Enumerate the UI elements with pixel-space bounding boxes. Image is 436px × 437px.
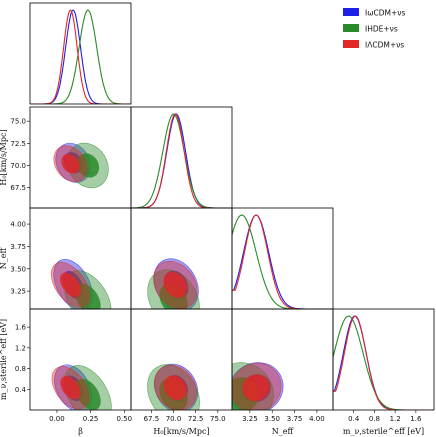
x-axis-label-H0: H₀[km/s/Mpc] [153,427,209,436]
x-tick-label: 75.0 [210,415,226,423]
marginal-curve-2 [232,214,333,309]
panel-Neff-msterile [232,362,284,410]
x-axis-label-Neff: N_eff [272,427,295,436]
x-tick-label: 0.25 [83,415,99,423]
contour-1sigma-2 [163,375,187,400]
panel-beta-H0 [53,142,109,189]
x-tick-label: 67.5 [144,415,160,423]
y-tick-label: 67.5 [10,184,26,192]
legend-label-1: IHDE+νs [365,25,398,34]
panel-frame [332,308,435,411]
legend-label-0: IωCDM+νs [365,9,405,18]
y-tick-label: 70.0 [10,162,26,170]
legend-swatch-2 [343,40,359,48]
y-tick-label: 0.8 [15,365,26,373]
marginal-curve-1 [30,9,131,104]
x-tick-label: 72.5 [188,415,204,423]
y-tick-label: 3.50 [10,265,26,273]
panel-frame [231,207,334,310]
marginal-curve-2 [333,315,434,410]
x-axis-label-msterile: m_ν,sterile^eff [eV] [343,427,424,436]
y-tick-label: 3.75 [10,243,26,251]
panel-frame [130,106,233,209]
y-tick-label: 1.6 [15,324,27,332]
marginal-curve-2 [30,9,131,104]
x-tick-label: 3.25 [242,415,258,423]
y-tick-label: 3.25 [10,288,26,296]
marginal-curve-1 [232,214,333,309]
marginal-H0 [131,113,232,208]
contour-1sigma-1 [75,378,101,410]
x-tick-label: 4.00 [309,415,325,423]
contour-1sigma-2 [163,271,188,298]
y-tick-label: 4.00 [10,221,26,229]
x-axis-label-beta: β [78,427,83,436]
x-tick-label: 0.00 [49,415,65,423]
contour-1sigma-2 [59,272,81,298]
panel-beta-msterile [51,364,112,410]
panel-H0-msterile [147,363,200,410]
contour-1sigma-2 [242,374,270,402]
marginal-curve-2 [131,113,232,208]
x-tick-label: 3.50 [264,415,280,423]
marginal-curve-0 [333,315,434,410]
x-tick-label: 70.0 [166,415,182,423]
x-tick-label: 3.75 [287,415,303,423]
legend-swatch-1 [343,24,359,32]
contour-1sigma-2 [60,376,81,400]
y-tick-label: 75.0 [10,118,26,126]
marginal-curve-0 [232,214,333,309]
y-axis-label-Neff: N_eff [0,246,8,269]
x-tick-label: 1.6 [410,415,422,423]
x-tick-label: 0.50 [116,415,132,423]
panel-H0-Neff [147,258,200,309]
contour-1sigma-2 [61,153,80,174]
y-axis-label-H0: H₀[km/s/Mpc] [0,129,8,185]
x-tick-label: 0.4 [348,415,360,423]
panel-beta-Neff [50,259,112,309]
y-tick-label: 72.5 [10,140,26,148]
y-tick-label: 0.4 [15,386,27,394]
x-tick-label: 1.2 [390,415,401,423]
marginal-curve-0 [30,9,131,104]
panel-frame [29,2,132,105]
marginal-msterile [333,315,434,410]
marginal-beta [30,9,131,104]
y-axis-label-msterile: m_ν,sterile^eff [eV] [0,319,8,400]
marginal-Neff [232,214,333,309]
x-tick-label: 0.8 [369,415,380,423]
contour-1sigma-1 [76,153,100,178]
marginal-curve-0 [131,113,232,208]
y-tick-label: 1.2 [15,344,26,352]
marginal-curve-1 [333,315,434,410]
legend-swatch-0 [343,8,359,16]
legend-label-2: IΛCDM+νs [365,41,404,50]
